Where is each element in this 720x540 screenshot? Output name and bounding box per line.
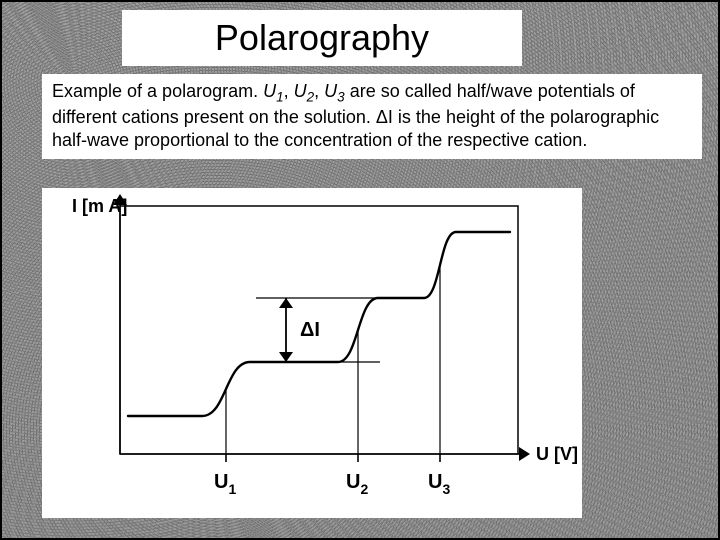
caption-u3: U [324, 81, 337, 101]
polarogram-chart: I [m A]U [V]U1U2U3ΔI [42, 188, 582, 518]
caption-sep12: , [284, 81, 294, 101]
slide-root: Polarography Example of a polarogram. U1… [0, 0, 720, 540]
caption-box: Example of a polarogram. U1, U2, U3 are … [42, 74, 702, 159]
title-box: Polarography [122, 10, 522, 66]
caption-u3-sub: 3 [337, 90, 345, 105]
svg-text:ΔI: ΔI [300, 319, 320, 341]
caption-u2: U [294, 81, 307, 101]
caption-sep23: , [314, 81, 324, 101]
slide-title: Polarography [215, 17, 429, 59]
caption-u1: U [263, 81, 276, 101]
caption-deltaI: ΔI [376, 107, 393, 127]
caption-u1-sub: 1 [276, 90, 284, 105]
polarogram-svg: I [m A]U [V]U1U2U3ΔI [42, 188, 582, 518]
svg-text:U [V]: U [V] [536, 444, 578, 464]
svg-text:I [m A]: I [m A] [72, 196, 127, 216]
caption-text-pre: Example of a polarogram. [52, 81, 263, 101]
